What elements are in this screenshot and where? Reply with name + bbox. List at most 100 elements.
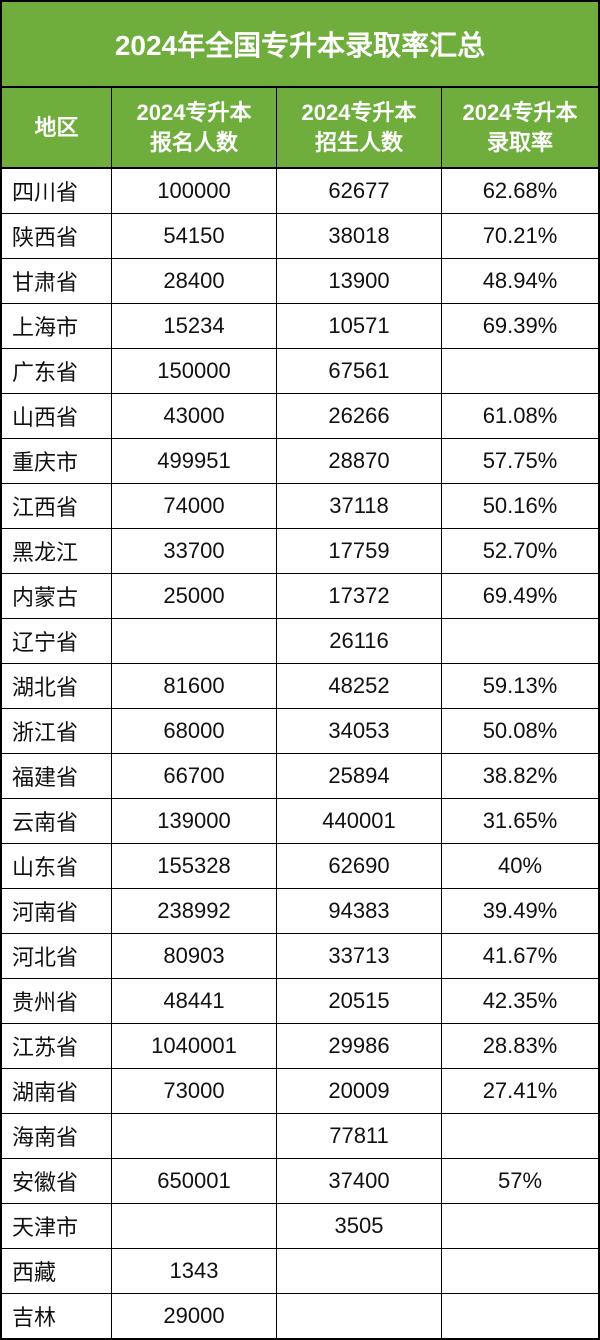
table-row: 河南省2389929438339.49% (2, 889, 598, 934)
enrollment-cell: 20009 (277, 1069, 442, 1113)
header-enrollment-l1: 2024专升本 (302, 98, 417, 128)
table-row: 山东省1553286269040% (2, 844, 598, 889)
table-row: 江苏省10400012998628.83% (2, 1024, 598, 1069)
applicants-cell: 15234 (112, 304, 277, 348)
applicants-cell: 68000 (112, 709, 277, 753)
table-row: 甘肃省284001390048.94% (2, 259, 598, 304)
table-row: 福建省667002589438.82% (2, 754, 598, 799)
table-row: 天津市3505 (2, 1204, 598, 1249)
header-applicants: 2024专升本 报名人数 (112, 88, 277, 167)
region-cell: 江苏省 (2, 1024, 112, 1068)
enrollment-cell: 34053 (277, 709, 442, 753)
table-row: 湖南省730002000927.41% (2, 1069, 598, 1114)
rate-cell: 27.41% (442, 1069, 598, 1113)
table-row: 陕西省541503801870.21% (2, 214, 598, 259)
applicants-cell (112, 1114, 277, 1158)
table-row: 浙江省680003405350.08% (2, 709, 598, 754)
region-cell: 云南省 (2, 799, 112, 843)
enrollment-cell: 28870 (277, 439, 442, 483)
enrollment-cell (277, 1294, 442, 1338)
applicants-cell: 43000 (112, 394, 277, 438)
region-cell: 天津市 (2, 1204, 112, 1248)
rate-cell (442, 1204, 598, 1248)
rate-cell: 39.49% (442, 889, 598, 933)
rate-cell: 41.67% (442, 934, 598, 978)
header-region-l1: 地区 (34, 113, 78, 143)
enrollment-cell: 17759 (277, 529, 442, 573)
applicants-cell: 29000 (112, 1294, 277, 1338)
applicants-cell: 155328 (112, 844, 277, 888)
region-cell: 吉林 (2, 1294, 112, 1338)
enrollment-cell (277, 1249, 442, 1293)
table-body: 四川省1000006267762.68%陕西省541503801870.21%甘… (2, 169, 598, 1338)
table-row: 内蒙古250001737269.49% (2, 574, 598, 619)
applicants-cell (112, 1204, 277, 1248)
enrollment-cell: 25894 (277, 754, 442, 798)
rate-cell: 31.65% (442, 799, 598, 843)
rate-cell: 61.08% (442, 394, 598, 438)
table-row: 西藏1343 (2, 1249, 598, 1294)
region-cell: 湖北省 (2, 664, 112, 708)
region-cell: 陕西省 (2, 214, 112, 258)
region-cell: 浙江省 (2, 709, 112, 753)
enrollment-cell: 17372 (277, 574, 442, 618)
header-rate: 2024专升本 录取率 (442, 88, 598, 167)
region-cell: 湖南省 (2, 1069, 112, 1113)
applicants-cell: 25000 (112, 574, 277, 618)
applicants-cell: 139000 (112, 799, 277, 843)
rate-cell: 48.94% (442, 259, 598, 303)
enrollment-cell: 67561 (277, 349, 442, 393)
enrollment-cell: 33713 (277, 934, 442, 978)
rate-cell: 40% (442, 844, 598, 888)
table-row: 辽宁省26116 (2, 619, 598, 664)
enrollment-cell: 62677 (277, 169, 442, 213)
region-cell: 四川省 (2, 169, 112, 213)
rate-cell (442, 1249, 598, 1293)
region-cell: 福建省 (2, 754, 112, 798)
enrollment-cell: 29986 (277, 1024, 442, 1068)
table-row: 湖北省816004825259.13% (2, 664, 598, 709)
region-cell: 海南省 (2, 1114, 112, 1158)
applicants-cell: 33700 (112, 529, 277, 573)
rate-cell (442, 619, 598, 663)
rate-cell: 62.68% (442, 169, 598, 213)
applicants-cell: 650001 (112, 1159, 277, 1203)
header-rate-l1: 2024专升本 (463, 98, 578, 128)
region-cell: 内蒙古 (2, 574, 112, 618)
table-row: 江西省740003711850.16% (2, 484, 598, 529)
table-row: 海南省77811 (2, 1114, 598, 1159)
applicants-cell: 1040001 (112, 1024, 277, 1068)
table-row: 贵州省484412051542.35% (2, 979, 598, 1024)
rate-cell: 70.21% (442, 214, 598, 258)
table-header-row: 地区 2024专升本 报名人数 2024专升本 招生人数 2024专升本 录取率 (2, 88, 598, 169)
rate-cell: 69.39% (442, 304, 598, 348)
applicants-cell: 238992 (112, 889, 277, 933)
header-enrollment: 2024专升本 招生人数 (277, 88, 442, 167)
applicants-cell: 28400 (112, 259, 277, 303)
rate-cell: 57.75% (442, 439, 598, 483)
region-cell: 甘肃省 (2, 259, 112, 303)
rate-cell: 42.35% (442, 979, 598, 1023)
enrollment-cell: 440001 (277, 799, 442, 843)
region-cell: 山东省 (2, 844, 112, 888)
table-row: 河北省809033371341.67% (2, 934, 598, 979)
header-rate-l2: 录取率 (487, 128, 553, 158)
rate-cell: 50.08% (442, 709, 598, 753)
applicants-cell: 48441 (112, 979, 277, 1023)
enrollment-cell: 37118 (277, 484, 442, 528)
enrollment-cell: 10571 (277, 304, 442, 348)
rate-cell (442, 1294, 598, 1338)
enrollment-cell: 62690 (277, 844, 442, 888)
rate-cell: 50.16% (442, 484, 598, 528)
applicants-cell: 54150 (112, 214, 277, 258)
applicants-cell: 73000 (112, 1069, 277, 1113)
rate-cell: 52.70% (442, 529, 598, 573)
enrollment-cell: 13900 (277, 259, 442, 303)
table-row: 四川省1000006267762.68% (2, 169, 598, 214)
table-title: 2024年全国专升本录取率汇总 (2, 2, 598, 88)
enrollment-cell: 37400 (277, 1159, 442, 1203)
region-cell: 江西省 (2, 484, 112, 528)
table-row: 黑龙江337001775952.70% (2, 529, 598, 574)
region-cell: 黑龙江 (2, 529, 112, 573)
region-cell: 河北省 (2, 934, 112, 978)
